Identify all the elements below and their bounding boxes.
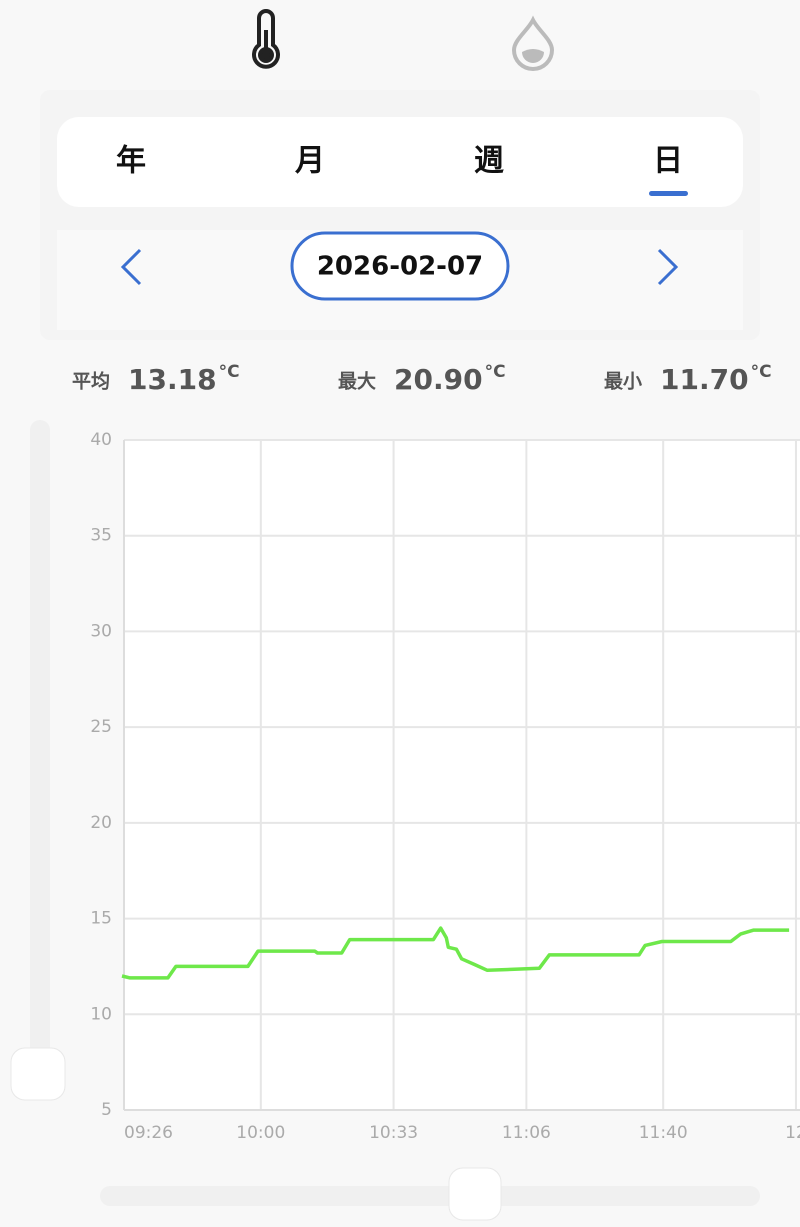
slider-knob[interactable] — [448, 1167, 502, 1221]
x-tick-label: 11:40 — [639, 1123, 688, 1143]
stats: 平均 13.18 °C 最大 20.90 °C 最小 11.70 °C — [72, 362, 772, 396]
tab[interactable]: 日 — [653, 144, 683, 179]
stat-value: 11.70 — [660, 363, 749, 396]
y-tick-label: 35 — [90, 526, 112, 546]
temperature-icon[interactable] — [252, 9, 280, 69]
tab[interactable]: 年 — [116, 144, 146, 179]
date: 2026-02-07 — [317, 252, 483, 282]
chart: 5 10 15 20 25 30 35 40 09:26 10:00 10:33 11:06 11:40… — [90, 430, 800, 1143]
y-tick-label: 20 — [90, 813, 112, 833]
stat-unit: °C — [219, 362, 240, 382]
humidity-icon[interactable] — [511, 15, 555, 71]
date-pill[interactable] — [290, 231, 510, 301]
vertical-slider[interactable] — [30, 420, 50, 1100]
stat-label: 最大 — [338, 370, 376, 393]
stat-unit: °C — [751, 362, 772, 382]
horizontal-slider[interactable] — [100, 1186, 760, 1206]
data-line — [121, 926, 790, 980]
y-tick-label: 25 — [90, 717, 112, 737]
y-tick-label: 5 — [101, 1100, 112, 1120]
y-tick-label: 30 — [90, 621, 112, 641]
stat-label: 平均 — [72, 370, 110, 393]
prev-button[interactable] — [120, 248, 142, 286]
stat-label: 最小 — [604, 371, 642, 393]
next-button[interactable] — [657, 248, 679, 286]
tab-underline — [649, 191, 688, 196]
y-tick-label: 10 — [90, 1004, 112, 1024]
x-tick-label: 12 — [785, 1123, 800, 1143]
x-tick-label: 10:33 — [369, 1123, 418, 1143]
y-tick-label: 15 — [90, 909, 112, 929]
x-tick-label: 11:06 — [502, 1123, 551, 1143]
y-tick-label: 40 — [90, 430, 112, 450]
tab[interactable]: 月 — [295, 144, 325, 179]
stat-value: 20.90 — [394, 363, 483, 396]
stat-unit: °C — [485, 362, 506, 382]
stat-value: 13.18 — [128, 363, 217, 396]
x-tick-label: 09:26 — [124, 1123, 173, 1143]
x-tick-label: 10:00 — [236, 1123, 285, 1143]
plot-area — [124, 440, 800, 1110]
tab-bar — [57, 117, 743, 207]
tab[interactable]: 週 — [474, 144, 504, 179]
slider-knob[interactable] — [10, 1047, 66, 1101]
